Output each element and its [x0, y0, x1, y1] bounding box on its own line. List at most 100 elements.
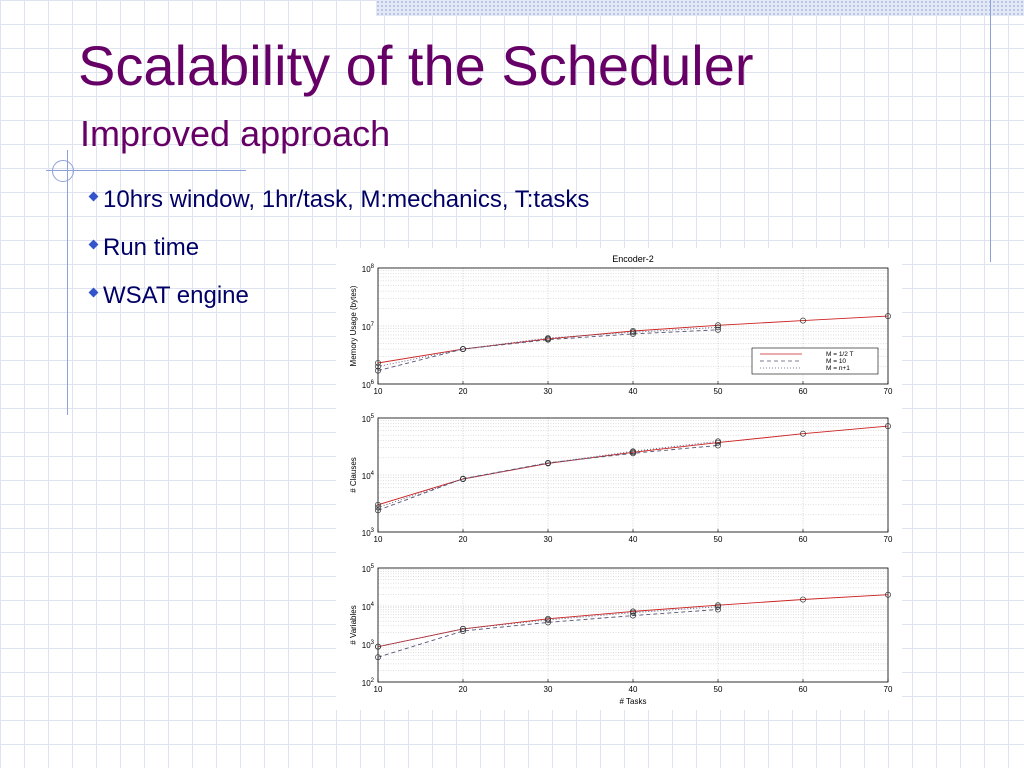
diamond-bullet-icon — [88, 239, 99, 250]
data-point — [545, 336, 551, 343]
series-line — [377, 425, 889, 506]
plot-frame — [377, 567, 889, 683]
chart-figure: 10 20 30 40 50 60 70 106 107 108 Memory Usage (byt… — [336, 248, 902, 710]
x-tick-label: 30 — [544, 535, 553, 544]
bullet-list: 10hrs window, 1hr/task, M:mechanics, T:t… — [88, 186, 589, 330]
bullet-item: Run time — [88, 234, 589, 282]
data-point — [715, 438, 721, 445]
legend: M = 1/2 TM = 10M = n+1 — [751, 347, 879, 375]
x-tick-label: 10 — [374, 387, 383, 396]
data-point — [800, 317, 806, 324]
data-point — [715, 326, 721, 333]
legend-label: M = 10 — [826, 358, 846, 365]
legend-label: M = n+1 — [826, 365, 850, 372]
y-axis-label: # Variables — [349, 605, 358, 644]
x-axis-label: # Tasks — [620, 697, 647, 706]
y-tick-label: 102 — [362, 678, 375, 688]
data-point — [375, 643, 381, 650]
x-tick-label: 40 — [629, 685, 638, 694]
y-tick-label: 106 — [362, 380, 375, 390]
y-tick-label: 104 — [362, 471, 375, 481]
bullet-item: WSAT engine — [88, 282, 589, 330]
x-tick-label: 50 — [714, 387, 723, 396]
bullet-text: WSAT engine — [103, 282, 249, 309]
x-tick-label: 30 — [544, 685, 553, 694]
legend-label: M = 1/2 T — [826, 351, 854, 358]
x-tick-label: 50 — [714, 535, 723, 544]
series-line — [377, 609, 719, 658]
data-point — [375, 367, 381, 374]
bullet-text: Run time — [103, 234, 200, 261]
x-tick-label: 40 — [629, 535, 638, 544]
y-tick-label: 103 — [362, 640, 375, 650]
y-tick-label: 104 — [362, 602, 375, 612]
decorative-horizontal-line — [46, 170, 246, 171]
chart-title: Encoder-2 — [612, 254, 654, 264]
y-axis-label: Memory Usage (bytes) — [349, 285, 358, 366]
data-point — [460, 346, 466, 353]
x-tick-label: 60 — [799, 685, 808, 694]
x-tick-label: 20 — [459, 535, 468, 544]
chart-panel: 10 20 30 40 50 60 70 106 107 108 Memory Usage (byt… — [349, 254, 893, 396]
data-point — [630, 612, 636, 619]
chart-panel: 10 20 30 40 50 60 70 102 103 104 105 # Variables # T… — [349, 564, 893, 706]
data-point — [375, 654, 381, 661]
data-point — [460, 625, 466, 632]
data-point — [715, 602, 721, 609]
y-tick-label: 103 — [362, 528, 375, 538]
data-point — [800, 596, 806, 603]
data-point — [375, 507, 381, 514]
decorative-right-vertical-line — [990, 0, 991, 262]
y-axis-label: # Clauses — [349, 457, 358, 493]
y-tick-label: 108 — [362, 264, 375, 274]
data-point — [375, 363, 381, 370]
series-line — [377, 594, 889, 648]
data-point — [885, 423, 891, 430]
x-tick-label: 20 — [459, 685, 468, 694]
data-point — [715, 322, 721, 329]
y-tick-label: 107 — [362, 322, 375, 332]
y-tick-label: 105 — [362, 414, 375, 424]
x-tick-label: 70 — [884, 685, 893, 694]
data-point — [630, 329, 636, 336]
bullet-item: 10hrs window, 1hr/task, M:mechanics, T:t… — [88, 186, 589, 234]
chart-panel: 10 20 30 40 50 60 70 103 104 105 # Clauses — [349, 414, 893, 544]
data-point — [630, 609, 636, 616]
data-point — [375, 360, 381, 366]
legend-box — [751, 347, 879, 375]
data-point — [800, 430, 806, 437]
decorative-dot-band — [376, 0, 1024, 16]
series-line — [377, 326, 719, 367]
data-point — [715, 603, 721, 610]
series-line — [377, 329, 719, 372]
x-tick-label: 10 — [374, 535, 383, 544]
data-point — [715, 324, 721, 331]
data-point — [885, 591, 891, 598]
data-point — [460, 628, 466, 634]
series-line — [377, 444, 719, 511]
data-point — [545, 616, 551, 623]
slide-title: Scalability of the Scheduler — [78, 34, 754, 97]
decorative-circle — [52, 160, 74, 182]
chart-svg: 10 20 30 40 50 60 70 106 107 108 Memory Usage (byt… — [349, 254, 893, 706]
x-tick-label: 40 — [629, 387, 638, 396]
data-point — [630, 330, 636, 337]
decorative-left-vertical-line — [67, 150, 68, 415]
x-tick-label: 50 — [714, 685, 723, 694]
data-point — [460, 476, 466, 482]
y-tick-label: 105 — [362, 564, 375, 574]
x-tick-label: 30 — [544, 387, 553, 396]
data-point — [545, 460, 551, 467]
x-tick-label: 70 — [884, 535, 893, 544]
data-point — [885, 313, 891, 320]
x-tick-label: 10 — [374, 685, 383, 694]
bullet-text: 10hrs window, 1hr/task, M:mechanics, T:t… — [103, 186, 590, 213]
slide-subtitle: Improved approach — [80, 113, 391, 154]
data-point — [545, 619, 551, 626]
data-point — [545, 335, 551, 341]
data-point — [630, 450, 636, 457]
series-line — [377, 606, 719, 648]
data-point — [630, 448, 636, 455]
x-tick-label: 70 — [884, 387, 893, 396]
diamond-bullet-icon — [88, 287, 99, 298]
